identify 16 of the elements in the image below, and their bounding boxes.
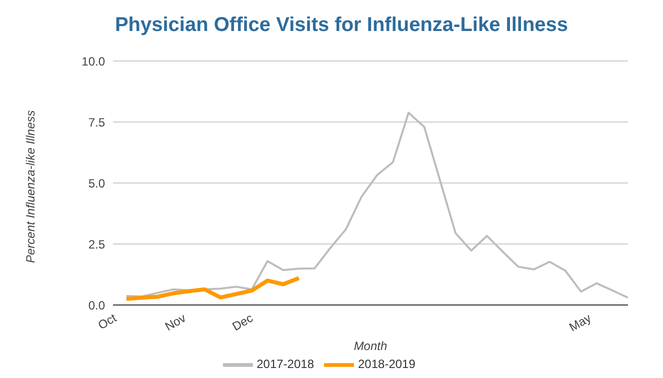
line-series bbox=[124, 276, 301, 301]
x-tick-label: Oct bbox=[96, 310, 120, 332]
y-axis-title: Percent Influenza-like Illness bbox=[23, 110, 38, 263]
x-tick-label: Dec bbox=[230, 310, 256, 334]
y-tick-label: 7.5 bbox=[88, 115, 106, 130]
y-tick-label: 0.0 bbox=[88, 298, 106, 312]
x-axis-title: Month bbox=[354, 339, 388, 353]
legend-label: 2017-2018 bbox=[256, 357, 314, 372]
y-tick-label: 2.5 bbox=[88, 237, 106, 252]
line-series bbox=[125, 112, 628, 299]
x-tick-label: May bbox=[566, 310, 594, 334]
y-tick-label: 10.0 bbox=[82, 54, 106, 68]
y-tick-label: 5.0 bbox=[88, 176, 106, 190]
x-tick-label: Nov bbox=[162, 310, 188, 334]
chart-title: Physician Office Visits for Influenza-Like Illness bbox=[114, 14, 570, 37]
legend-label: 2018-2019 bbox=[358, 357, 416, 372]
